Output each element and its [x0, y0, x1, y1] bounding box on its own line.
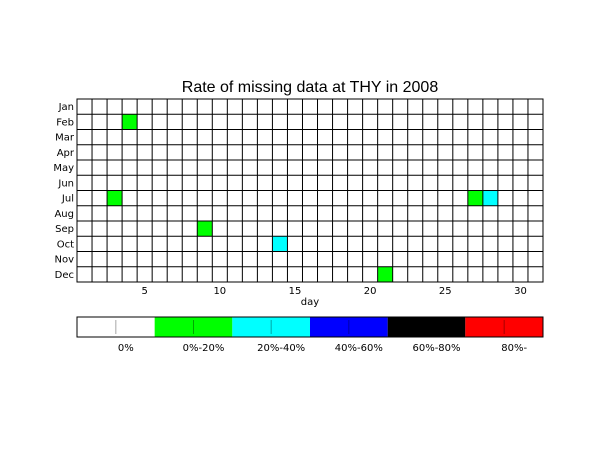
legend-swatch [232, 317, 310, 337]
heatmap-cell [482, 190, 498, 206]
x-tick-label: 10 [213, 286, 226, 297]
legend-label: 40%-60% [335, 343, 383, 354]
color-legend: 0% 0%-20% 20%-40% 40%-60% 60%-80% 80%- [76, 316, 544, 354]
x-axis-label: day [301, 297, 319, 308]
heatmap-cell [122, 114, 138, 130]
plot-border [76, 98, 544, 283]
x-tick-label: 25 [439, 286, 452, 297]
y-tick-label: May [53, 163, 74, 174]
legend-swatch [465, 317, 543, 337]
legend-label: 0% [118, 343, 134, 354]
legend-label: 20%-40% [257, 343, 305, 354]
y-tick-label: Sep [55, 224, 74, 235]
heatmap-cell [107, 190, 123, 206]
legend-label: 80%- [501, 343, 527, 354]
y-tick-label: Jun [57, 178, 74, 189]
x-tick-label: 30 [514, 286, 527, 297]
y-tick-label: Oct [57, 239, 74, 250]
y-tick-label: Apr [57, 148, 75, 159]
legend-label: 60%-80% [412, 343, 460, 354]
y-tick-label: Feb [56, 117, 74, 128]
y-tick-label: Aug [54, 209, 74, 220]
x-tick-label: 5 [141, 286, 147, 297]
y-tick-label: Nov [54, 255, 74, 266]
legend-border [76, 316, 544, 338]
heatmap-plot-area [76, 98, 544, 283]
y-tick-label: Jul [61, 194, 74, 205]
chart-title: Rate of missing data at THY in 2008 [182, 79, 439, 96]
legend-swatch [154, 317, 233, 337]
y-tick-label: Jan [58, 102, 74, 113]
x-axis-ticks: 5 10 15 20 25 30 [141, 286, 526, 297]
heatmap-cell [467, 190, 483, 206]
legend-label: 0%-20% [183, 343, 225, 354]
y-axis-ticks: Jan Feb Mar Apr May Jun Jul Aug Sep Oct Nov Dec [53, 102, 75, 281]
heatmap-cell [377, 266, 393, 282]
x-tick-label: 20 [364, 286, 377, 297]
heatmap-cell [197, 221, 213, 237]
legend-swatch [77, 317, 155, 337]
x-tick-label: 15 [289, 286, 302, 297]
y-tick-label: Dec [55, 270, 74, 281]
legend-swatch [310, 317, 388, 337]
legend-swatch [387, 317, 466, 337]
heatmap-cell [272, 236, 288, 252]
y-tick-label: Mar [55, 133, 75, 144]
